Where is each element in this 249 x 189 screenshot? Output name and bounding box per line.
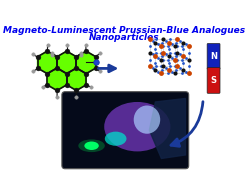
Polygon shape bbox=[67, 68, 86, 91]
Text: Magneto-Luminescent Prussian-Blue Analogues: Magneto-Luminescent Prussian-Blue Analog… bbox=[3, 26, 246, 35]
Ellipse shape bbox=[134, 105, 160, 134]
FancyBboxPatch shape bbox=[207, 68, 220, 93]
Polygon shape bbox=[47, 68, 67, 91]
Polygon shape bbox=[149, 98, 186, 158]
Ellipse shape bbox=[84, 142, 99, 150]
Polygon shape bbox=[57, 51, 76, 74]
Polygon shape bbox=[38, 51, 57, 74]
Text: S: S bbox=[211, 76, 217, 85]
FancyBboxPatch shape bbox=[207, 43, 220, 69]
FancyBboxPatch shape bbox=[62, 92, 189, 169]
Ellipse shape bbox=[78, 139, 105, 152]
Text: Nanoparticles: Nanoparticles bbox=[89, 33, 160, 42]
Ellipse shape bbox=[105, 132, 126, 146]
Polygon shape bbox=[76, 51, 96, 74]
Text: N: N bbox=[210, 52, 217, 61]
Ellipse shape bbox=[104, 102, 170, 151]
